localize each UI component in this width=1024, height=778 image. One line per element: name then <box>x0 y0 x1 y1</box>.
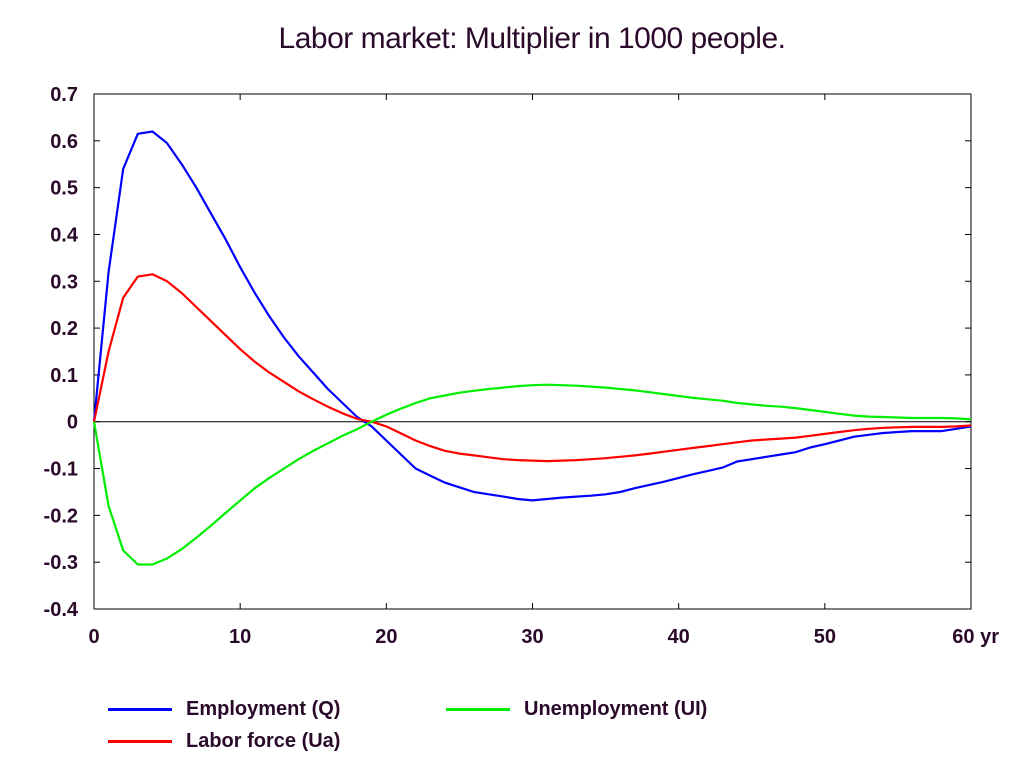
y-tick-label: 0.6 <box>50 131 78 153</box>
legend-label-employment: Employment (Q) <box>186 698 341 720</box>
legend-item-employment: Employment (Q) <box>108 698 340 721</box>
y-tick-label: -0.2 <box>44 505 78 527</box>
y-tick-label: -0.3 <box>44 552 78 574</box>
legend-item-unemployment: Unemployment (UI) <box>446 698 707 721</box>
chart-title: Labor market: Multiplier in 1000 people. <box>278 22 786 55</box>
x-tick-label: 30 <box>521 626 543 648</box>
series-line-labor-force <box>92 273 972 463</box>
legend-label-unemployment: Unemployment (UI) <box>524 698 708 720</box>
y-tick-label: 0.2 <box>50 318 78 340</box>
y-tick-label: -0.1 <box>44 459 78 481</box>
y-tick-label: 0 <box>67 412 78 434</box>
x-tick-label: 0 <box>88 626 99 648</box>
y-tick-label: 0.3 <box>50 271 78 293</box>
x-tick-label: 10 <box>229 626 251 648</box>
plot-frame <box>93 93 972 610</box>
y-tick-label: 0.7 <box>50 84 78 106</box>
x-tick-label: 50 <box>814 626 836 648</box>
legend-swatch-employment <box>108 708 172 711</box>
series-line-employment <box>92 130 972 502</box>
x-tick-label: 20 <box>375 626 397 648</box>
y-tick-label: 0.5 <box>50 178 78 200</box>
x-axis-unit-label: 60 yr <box>952 626 999 648</box>
legend-swatch-labor-force <box>108 740 172 743</box>
legend-swatch-unemployment <box>446 708 510 711</box>
y-tick-label: -0.4 <box>44 599 79 621</box>
y-tick-label: 0.4 <box>50 224 79 246</box>
legend-item-labor-force: Labor force (Ua) <box>108 730 340 753</box>
series-line-unemployment <box>92 383 972 566</box>
y-tick-label: 0.1 <box>50 365 78 387</box>
x-tick-label: 40 <box>668 626 690 648</box>
legend-label-labor-force: Labor force (Ua) <box>186 730 341 752</box>
